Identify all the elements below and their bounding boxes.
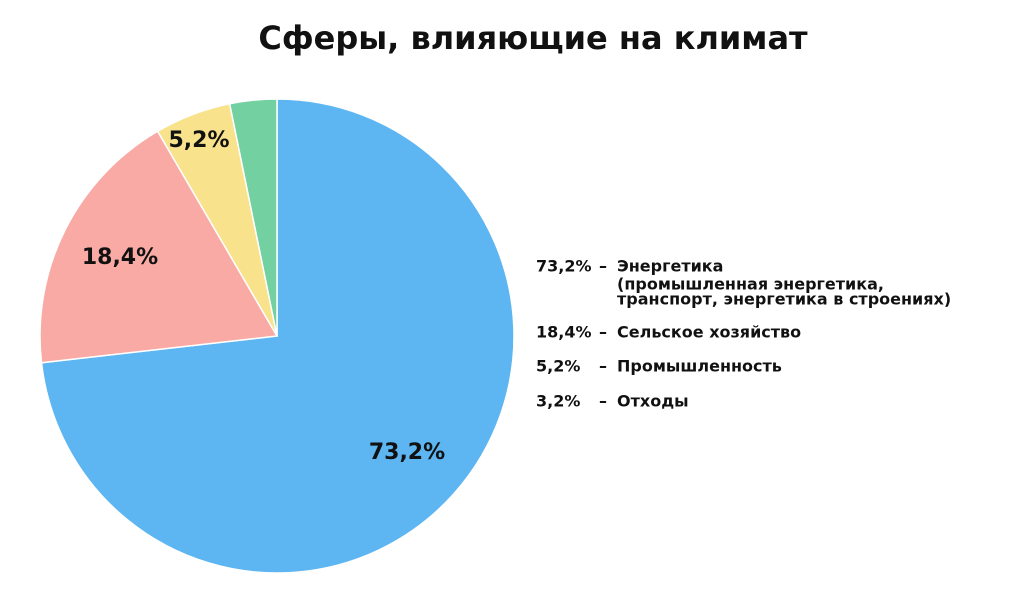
- legend-separator: –: [599, 392, 607, 411]
- slice-label: 5,2%: [168, 128, 229, 153]
- legend-value: 3,2%: [536, 392, 580, 411]
- legend-label: Сельское хозяйство: [617, 323, 801, 342]
- pie-slice: [228, 98, 278, 337]
- legend-note: транспорт, энергетика в строениях): [617, 290, 951, 309]
- legend-label: Промышленность: [617, 357, 782, 376]
- legend-label: Отходы: [617, 392, 689, 411]
- slice-label: 18,4%: [82, 245, 158, 270]
- legend-separator: –: [599, 357, 607, 376]
- legend-separator: –: [599, 257, 607, 276]
- legend-separator: –: [599, 323, 607, 342]
- legend-value: 18,4%: [536, 323, 592, 342]
- legend-value: 5,2%: [536, 357, 580, 376]
- slice-label: 73,2%: [369, 440, 445, 465]
- legend-label: Энергетика: [617, 257, 723, 276]
- pie-slice: [39, 130, 279, 364]
- legend-value: 73,2%: [536, 257, 592, 276]
- legend-note: (промышленная энергетика,: [617, 275, 884, 294]
- chart-title: Сферы, влияющие на климат: [258, 19, 808, 57]
